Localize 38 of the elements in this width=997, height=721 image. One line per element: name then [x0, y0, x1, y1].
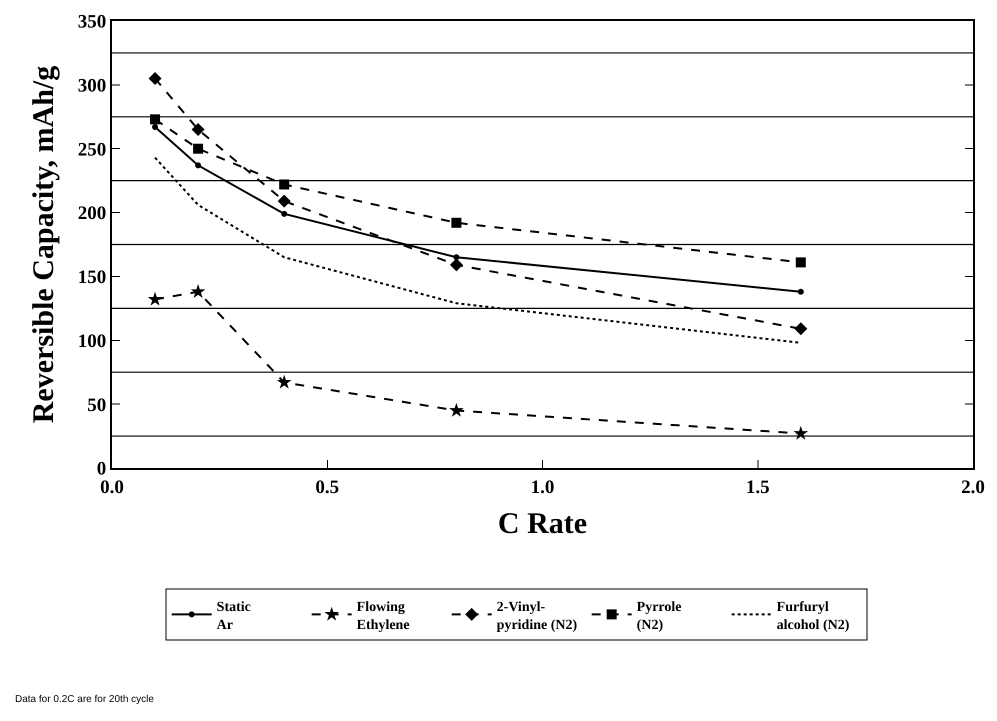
legend-label: 2-Vinyl- pyridine (N2) — [496, 600, 578, 633]
point — [793, 426, 808, 440]
point — [190, 284, 206, 298]
y-tick-label: 350 — [78, 12, 106, 33]
x-tick-label: 1.0 — [530, 476, 554, 498]
point — [195, 162, 202, 168]
point — [148, 292, 162, 306]
legend-label: Static Ar — [216, 600, 251, 633]
legend-label: Pyrrole (N2) — [636, 600, 682, 633]
x-axis-title: C Rate — [498, 506, 588, 540]
point — [449, 402, 464, 417]
point — [193, 144, 204, 154]
y-tick-label: 150 — [78, 267, 106, 288]
y-tick-label: 50 — [87, 394, 106, 416]
point — [278, 194, 291, 208]
point — [798, 288, 804, 295]
point — [148, 72, 162, 85]
point — [152, 124, 158, 130]
x-tick-label: 2.0 — [961, 476, 985, 498]
y-tick-label: 200 — [78, 203, 106, 224]
y-axis-title: Reversible Capacity, mAh/g — [27, 66, 60, 424]
legend-label: Furfuryl alcohol (N2) — [776, 600, 850, 633]
y-tick-label: 300 — [78, 76, 106, 97]
point — [794, 322, 808, 336]
text: Data for 0.2C are for 20th cycle — [15, 694, 154, 705]
legend-label: Flowing Ethylene — [356, 600, 410, 633]
x-tick-label: 0.5 — [315, 476, 340, 498]
point — [150, 114, 160, 124]
point — [192, 123, 205, 136]
point — [276, 374, 292, 389]
point — [796, 257, 806, 268]
point — [450, 258, 463, 272]
y-tick-label: 250 — [78, 139, 106, 160]
x-tick-label: 1.5 — [746, 476, 770, 498]
y-tick-label: 100 — [78, 330, 106, 352]
point — [281, 210, 288, 217]
point — [451, 218, 462, 228]
point — [279, 179, 290, 190]
